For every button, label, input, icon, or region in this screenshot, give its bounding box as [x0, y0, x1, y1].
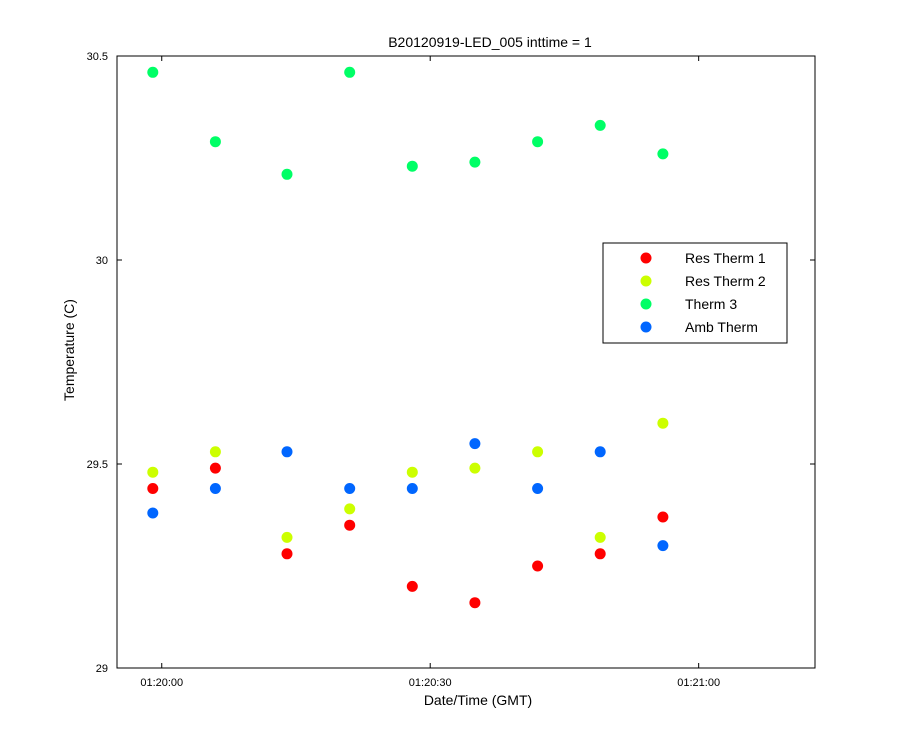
- x-axis-ticks: 01:20:00 01:20:30 01:21:00: [140, 56, 720, 689]
- point-res-therm-1: [594, 548, 606, 560]
- point-res-therm-1: [469, 597, 481, 609]
- point-res-therm-2: [594, 531, 606, 543]
- point-res-therm-1: [657, 511, 669, 523]
- data-points: [147, 66, 669, 609]
- point-amb-therm: [594, 446, 606, 458]
- point-amb-therm: [281, 446, 293, 458]
- point-res-therm-2: [469, 462, 481, 474]
- point-amb-therm: [209, 483, 221, 494]
- y-tick-label: 30.5: [87, 51, 108, 63]
- y-tick-label: 29: [96, 663, 108, 675]
- point-amb-therm: [532, 483, 544, 494]
- legend-marker: [640, 298, 652, 310]
- legend-label: Res Therm 2: [685, 273, 766, 289]
- legend: Res Therm 1 Res Therm 2 Therm 3 Amb Therm: [602, 242, 788, 344]
- legend-label: Res Therm 1: [685, 250, 766, 266]
- legend-label: Amb Therm: [685, 319, 758, 335]
- point-therm-3: [594, 119, 606, 131]
- point-therm-3: [469, 156, 481, 168]
- point-therm-3: [344, 66, 356, 78]
- y-tick-label: 29.5: [87, 459, 108, 471]
- legend-marker: [640, 275, 652, 287]
- point-res-therm-1: [532, 560, 544, 572]
- legend-box: [602, 242, 788, 344]
- point-res-therm-2: [406, 466, 418, 478]
- point-amb-therm: [406, 483, 418, 494]
- point-res-therm-1: [147, 483, 159, 494]
- plot-area: [116, 55, 816, 669]
- point-amb-therm: [469, 438, 481, 450]
- point-amb-therm: [657, 540, 669, 552]
- point-res-therm-1: [406, 580, 418, 592]
- x-axis-label: Date/Time (GMT): [424, 692, 532, 708]
- point-therm-3: [147, 66, 159, 78]
- point-res-therm-1: [281, 548, 293, 560]
- point-res-therm-1: [209, 462, 221, 474]
- point-res-therm-2: [281, 531, 293, 543]
- y-tick-label: 30: [96, 255, 108, 267]
- x-tick-label: 01:21:00: [677, 677, 720, 689]
- point-amb-therm: [147, 507, 159, 519]
- point-therm-3: [209, 136, 221, 148]
- point-res-therm-2: [532, 446, 544, 458]
- legend-marker: [640, 252, 652, 264]
- legend-label: Therm 3: [685, 296, 737, 312]
- point-therm-3: [406, 160, 418, 172]
- point-res-therm-1: [344, 519, 356, 531]
- point-res-therm-2: [344, 503, 356, 515]
- point-therm-3: [657, 148, 669, 160]
- legend-marker: [640, 321, 652, 333]
- point-res-therm-2: [147, 466, 159, 478]
- point-res-therm-2: [657, 417, 669, 429]
- point-therm-3: [532, 136, 544, 148]
- y-axis-ticks: 29 29.5 30 30.5: [87, 51, 815, 675]
- chart-title: B20120919-LED_005 inttime = 1: [388, 34, 592, 50]
- y-axis-label: Temperature (C): [61, 299, 77, 401]
- point-amb-therm: [344, 483, 356, 494]
- point-therm-3: [281, 168, 293, 180]
- x-tick-label: 01:20:30: [409, 677, 452, 689]
- x-tick-label: 01:20:00: [140, 677, 183, 689]
- point-res-therm-2: [209, 446, 221, 458]
